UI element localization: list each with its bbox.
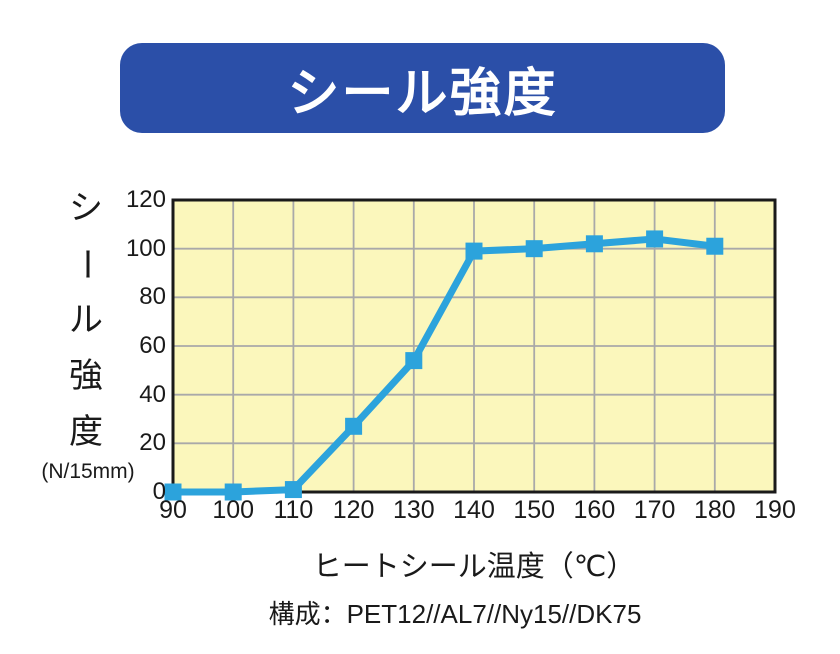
x-tick-label: 190 <box>754 496 796 524</box>
data-point-marker <box>405 352 423 370</box>
x-tick-label: 90 <box>159 496 187 524</box>
title-banner: シール強度 <box>120 43 725 133</box>
x-tick-label: 170 <box>633 496 676 524</box>
y-axis-title-char: シ <box>69 189 103 227</box>
data-point-marker <box>646 230 664 248</box>
y-axis-title-char: 強 <box>69 357 103 395</box>
chart-caption: 構成：PET12//AL7//Ny15//DK75 <box>268 599 642 629</box>
line-series <box>164 198 777 501</box>
x-tick-label: 150 <box>513 496 556 524</box>
y-tick-label: 60 <box>139 332 166 359</box>
y-axis-title-char: 度 <box>69 413 103 451</box>
data-point-marker <box>585 235 603 253</box>
x-tick-label: 140 <box>453 496 495 524</box>
data-point-marker <box>525 240 543 258</box>
data-point-marker <box>706 237 724 255</box>
data-point-marker <box>224 483 242 501</box>
x-tick-label: 180 <box>693 496 736 524</box>
x-tick-label: 110 <box>273 496 314 524</box>
y-axis-title-char: ル <box>69 301 103 339</box>
y-axis-title: シール強度 <box>62 191 110 449</box>
x-axis-title: ヒートシール温度（℃） <box>312 551 636 583</box>
y-tick-label: 20 <box>139 429 166 457</box>
data-point-marker <box>345 417 363 435</box>
y-tick-label: 40 <box>139 380 166 408</box>
x-tick-label: 120 <box>332 496 375 524</box>
data-point-marker <box>164 483 182 501</box>
y-axis-unit: (N/15mm) <box>41 460 135 483</box>
plot-area <box>164 198 777 501</box>
y-tick-label: 120 <box>125 186 166 213</box>
data-point-marker <box>465 242 483 260</box>
data-point-marker <box>284 481 302 499</box>
x-tick-label: 160 <box>573 496 616 524</box>
y-tick-label: 100 <box>125 234 166 262</box>
x-tick-label: 100 <box>212 496 255 524</box>
y-tick-label: 0 <box>152 478 166 505</box>
chart-title: シール強度 <box>287 64 558 123</box>
x-tick-label: 130 <box>392 496 435 524</box>
y-tick-label: 80 <box>139 283 166 311</box>
